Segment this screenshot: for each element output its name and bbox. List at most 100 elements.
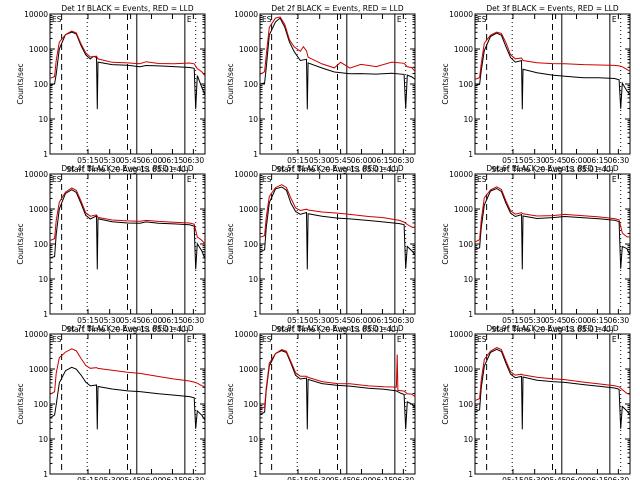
x-tick-label: 05:15 [502, 156, 524, 165]
chart-title: Det 9f BLACK = Events, RED = LLD [486, 324, 619, 333]
y-tick-label: 1 [468, 470, 473, 479]
x-tick-label: 06:15 [372, 476, 394, 480]
corner-text-right: E [397, 175, 402, 184]
x-tick-label: 05:45 [330, 156, 352, 165]
y-tick-label: 1 [253, 470, 258, 479]
series-lld-line [49, 348, 206, 395]
x-tick-label: 06:00 [141, 476, 163, 480]
y-axis-label: Counts/sec [226, 63, 235, 104]
corner-text-right: E [187, 175, 192, 184]
x-axis-label: Start Time (20-Aug-13 05:01:40) [276, 325, 398, 334]
x-tick-label: 05:15 [287, 156, 309, 165]
x-tick-label: 05:15 [287, 476, 309, 480]
x-tick-label: 06:15 [162, 156, 184, 165]
x-tick-label: 06:00 [566, 316, 588, 325]
y-tick-label: 10000 [24, 170, 48, 179]
x-tick-label: 05:45 [330, 476, 352, 480]
x-tick-label: 06:15 [162, 476, 184, 480]
y-tick-label: 10000 [449, 330, 473, 339]
corner-text-right: E [187, 335, 192, 344]
x-tick-label: 05:15 [287, 316, 309, 325]
corner-text-left: ES [477, 335, 487, 344]
y-tick-label: 100 [34, 400, 49, 409]
y-tick-label: 10 [38, 115, 48, 124]
x-tick-label: 05:30 [99, 316, 121, 325]
corner-text-left: ES [262, 335, 272, 344]
series-events-line [474, 187, 631, 270]
y-axis-label: Counts/sec [441, 383, 450, 424]
corner-text-left: ES [52, 175, 62, 184]
x-tick-label: 06:30 [393, 316, 415, 325]
series-lld-line [259, 349, 416, 410]
series-events-line [49, 366, 206, 430]
x-tick-label: 05:30 [309, 316, 331, 325]
x-tick-label: 06:15 [162, 316, 184, 325]
y-tick-label: 10 [248, 275, 258, 284]
y-tick-label: 1000 [454, 205, 473, 214]
y-tick-label: 10 [248, 435, 258, 444]
y-tick-label: 1000 [29, 365, 48, 374]
corner-text-right: E [397, 15, 402, 24]
corner-text-left: ES [477, 15, 487, 24]
series-events-line [259, 186, 416, 270]
x-tick-label: 05:45 [545, 476, 567, 480]
corner-text-left: ES [262, 15, 272, 24]
chart-panel-2: Det 2f BLACK = Events, RED = LLD ES E 1 10 10… [226, 4, 416, 174]
x-tick-label: 06:30 [393, 476, 415, 480]
x-tick-label: 05:45 [120, 156, 142, 165]
x-tick-label: 06:15 [587, 156, 609, 165]
corner-text-left: ES [262, 175, 272, 184]
series-lld-line [49, 30, 206, 79]
series-lld-line [259, 184, 416, 238]
x-tick-label: 06:15 [587, 476, 609, 480]
corner-text-right: E [187, 15, 192, 24]
y-axis-label: Counts/sec [441, 223, 450, 264]
x-tick-label: 06:15 [587, 316, 609, 325]
y-tick-label: 1000 [454, 45, 473, 54]
chart-panel-4: Det 4f BLACK = Events, RED = LLD ES E 1 10 10… [16, 164, 206, 334]
y-tick-label: 10 [463, 275, 473, 284]
chart-panel-8: Det 8f BLACK = Events, RED = LLD ES E 1 10 10… [226, 324, 416, 480]
y-tick-label: 1000 [29, 205, 48, 214]
x-tick-label: 06:30 [608, 316, 630, 325]
x-tick-label: 05:30 [524, 156, 546, 165]
y-tick-label: 10000 [449, 10, 473, 19]
x-tick-label: 06:15 [372, 156, 394, 165]
x-tick-label: 06:00 [351, 476, 373, 480]
corner-text-right: E [612, 175, 617, 184]
corner-text-right: E [397, 335, 402, 344]
x-tick-label: 05:15 [77, 156, 99, 165]
y-tick-label: 1 [253, 150, 258, 159]
x-tick-label: 05:30 [524, 316, 546, 325]
corner-text-left: ES [52, 335, 62, 344]
y-tick-label: 1 [253, 310, 258, 319]
x-axis-label: Start Time (20-Aug-13 05:01:40) [276, 165, 398, 174]
x-tick-label: 05:30 [309, 156, 331, 165]
x-tick-label: 05:15 [502, 316, 524, 325]
x-tick-label: 06:00 [566, 156, 588, 165]
y-tick-label: 100 [459, 240, 474, 249]
x-tick-label: 05:30 [99, 156, 121, 165]
series-lld-line [474, 186, 631, 243]
y-tick-label: 100 [459, 400, 474, 409]
x-tick-label: 06:30 [608, 476, 630, 480]
x-axis-label: Start Time (20-Aug-13 05:01:40) [491, 165, 613, 174]
y-axis-label: Counts/sec [16, 383, 25, 424]
series-events-line [474, 348, 631, 430]
series-lld-line [474, 347, 631, 402]
x-tick-label: 05:45 [545, 156, 567, 165]
y-tick-label: 1000 [29, 45, 48, 54]
y-tick-label: 10 [463, 435, 473, 444]
x-tick-label: 05:30 [99, 476, 121, 480]
chart-title: Det 6f BLACK = Events, RED = LLD [486, 164, 619, 173]
y-tick-label: 100 [244, 400, 259, 409]
x-tick-label: 06:30 [393, 156, 415, 165]
chart-panel-6: Det 6f BLACK = Events, RED = LLD ES E 1 10 10… [441, 164, 631, 334]
y-tick-label: 10000 [234, 330, 258, 339]
chart-title: Det 7f BLACK = Events, RED = LLD [61, 324, 194, 333]
y-tick-label: 10 [38, 435, 48, 444]
y-tick-label: 10 [38, 275, 48, 284]
y-tick-label: 1 [43, 310, 48, 319]
x-tick-label: 06:30 [183, 156, 205, 165]
